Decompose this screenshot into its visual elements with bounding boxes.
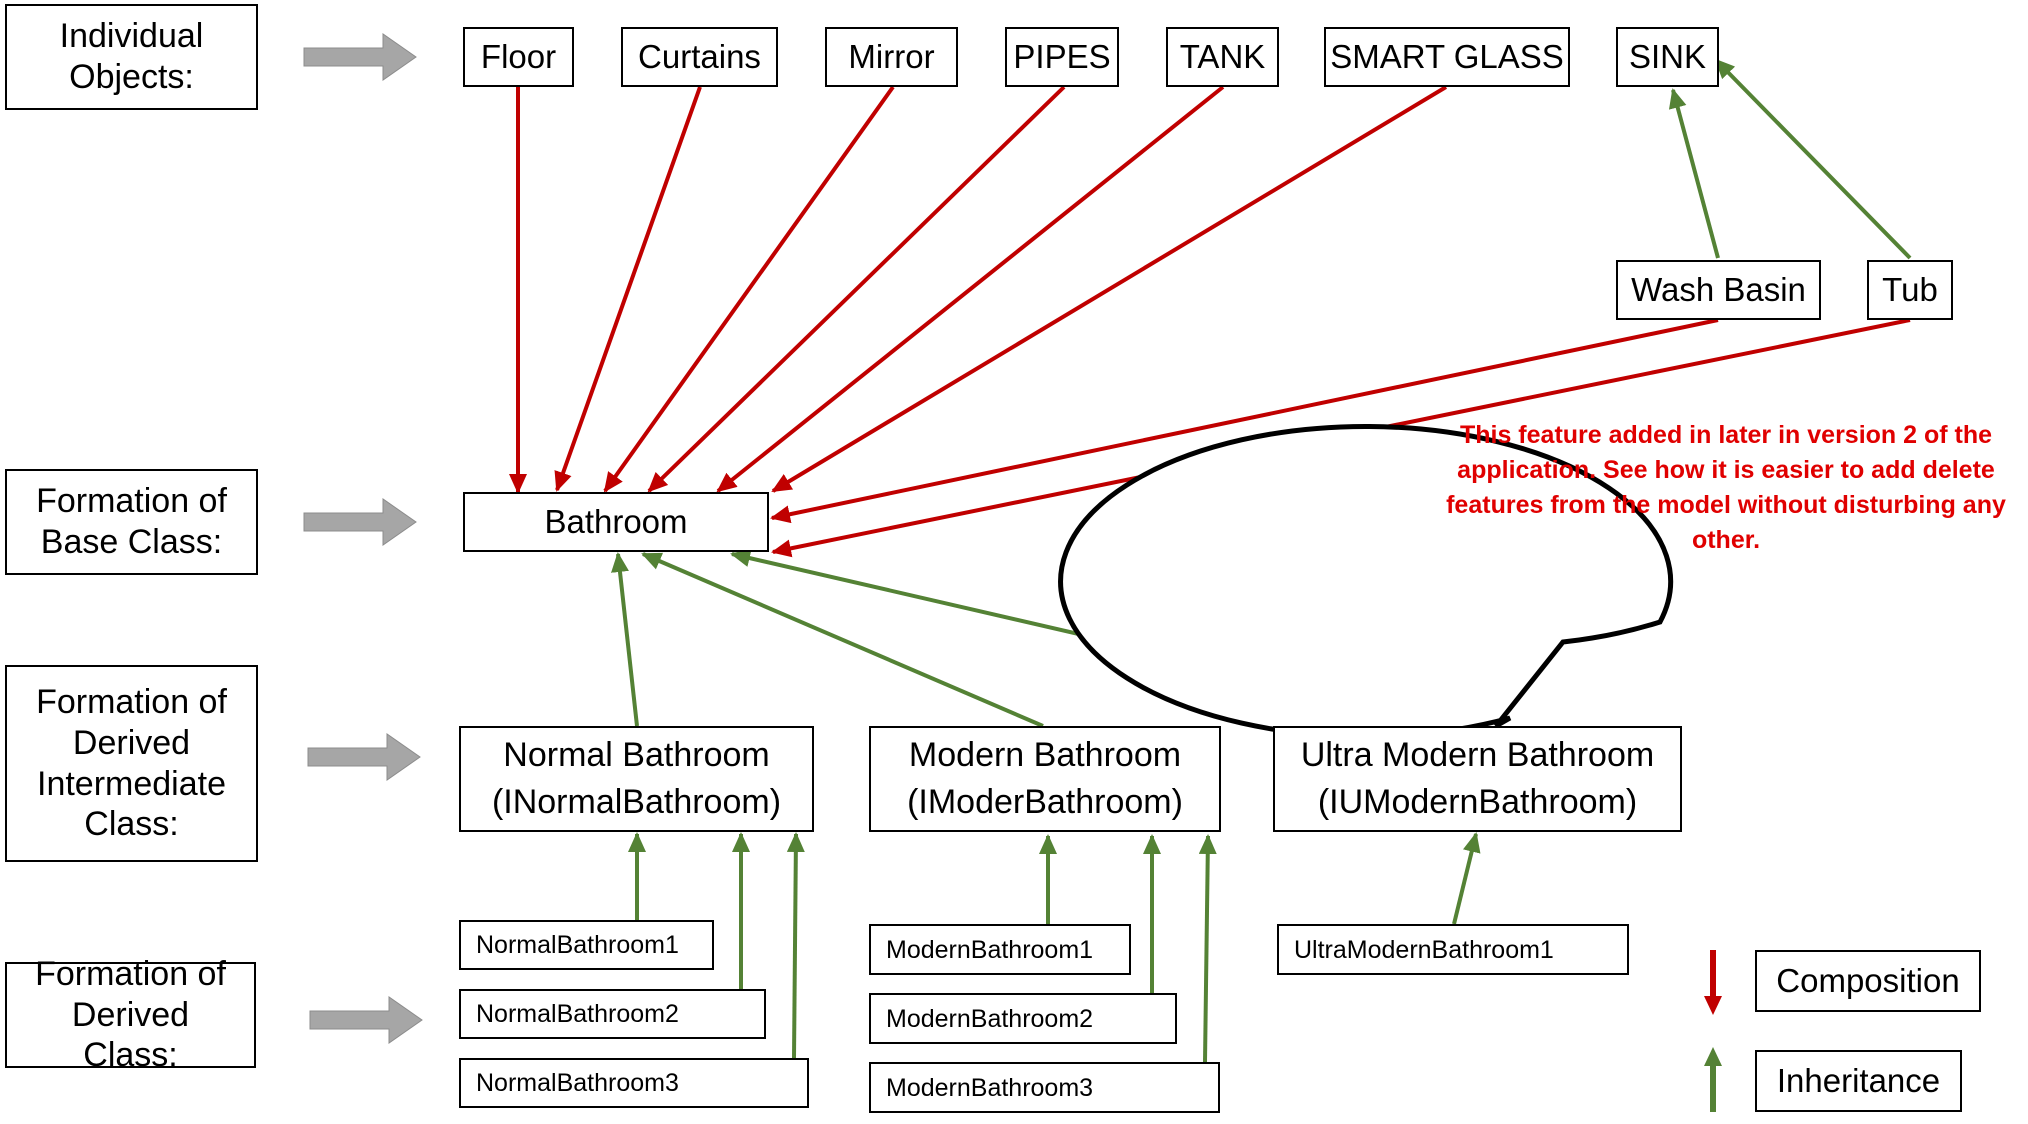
derived-ultra-modern-bathroom-1-label: UltraModernBathroom1 bbox=[1294, 935, 1554, 964]
inheritance-legend-arrow bbox=[1704, 1047, 1722, 1112]
base-class-bathroom: Bathroom bbox=[463, 492, 769, 552]
derived-normal-bathroom-1-label: NormalBathroom1 bbox=[476, 931, 679, 959]
intermediate-ultra-interface: (IUModernBathroom) bbox=[1317, 783, 1638, 821]
intermediate-modern-bathroom: Modern Bathroom (IModerBathroom) bbox=[869, 726, 1221, 832]
level-label-derived: Formation of Derived Class: bbox=[5, 955, 256, 1074]
object-curtains-label: Curtains bbox=[638, 38, 761, 76]
legend-inheritance-label: Inheritance bbox=[1776, 1062, 1941, 1100]
object-wash-basin: Wash Basin bbox=[1616, 260, 1821, 320]
inheritance-tub-to-sink bbox=[1714, 58, 1912, 260]
composition-pipes-to-bathroom bbox=[647, 85, 1066, 493]
object-sink: SINK bbox=[1616, 27, 1719, 87]
object-pipes: PIPES bbox=[1005, 27, 1119, 87]
level-label-intermediate-text: Formation of Derived Intermediate Class: bbox=[36, 682, 227, 844]
object-sink-label: SINK bbox=[1628, 38, 1707, 76]
derived-modern-bathroom-3: ModernBathroom3 bbox=[869, 1062, 1220, 1113]
inheritance-modern-to-bathroom bbox=[641, 552, 1044, 728]
derived-modern-bathroom-1: ModernBathroom1 bbox=[869, 924, 1131, 975]
level-label-base-text: Formation of Base Class: bbox=[36, 482, 227, 561]
composition-mirror-to-bathroom bbox=[603, 85, 895, 493]
level-arrow-base bbox=[303, 498, 417, 546]
composition-curtains-to-bathroom bbox=[554, 86, 702, 492]
derived-normal-bathroom-2: NormalBathroom2 bbox=[459, 989, 766, 1039]
composition-smartglass-to-bathroom bbox=[771, 85, 1448, 493]
level-label-intermediate: Formation of Derived Intermediate Class: bbox=[5, 665, 258, 862]
object-tank-label: TANK bbox=[1179, 38, 1266, 76]
object-pipes-label: PIPES bbox=[1013, 38, 1111, 76]
derived-normal-bathroom-3-label: NormalBathroom3 bbox=[476, 1069, 679, 1097]
object-floor-label: Floor bbox=[480, 38, 557, 76]
inheritance-normal3 bbox=[786, 832, 805, 1059]
derived-modern-bathroom-3-label: ModernBathroom3 bbox=[886, 1073, 1094, 1102]
object-tank: TANK bbox=[1166, 27, 1279, 87]
derived-normal-bathroom-2-label: NormalBathroom2 bbox=[476, 1000, 679, 1028]
inheritance-washbasin-to-sink bbox=[1668, 88, 1720, 259]
composition-tank-to-bathroom bbox=[716, 85, 1225, 493]
object-tub-label: Tub bbox=[1882, 271, 1938, 309]
derived-modern-bathroom-1-label: ModernBathroom1 bbox=[886, 935, 1094, 964]
object-smart-glass-label: SMART GLASS bbox=[1330, 38, 1564, 76]
object-tub: Tub bbox=[1867, 260, 1953, 320]
legend-composition: Composition bbox=[1755, 950, 1981, 1012]
base-class-bathroom-label: Bathroom bbox=[544, 503, 688, 541]
intermediate-ultra-title: Ultra Modern Bathroom bbox=[1300, 736, 1655, 775]
composition-washbasin-to-bathroom bbox=[770, 318, 1719, 524]
object-wash-basin-label: Wash Basin bbox=[1631, 271, 1806, 309]
object-mirror: Mirror bbox=[825, 27, 958, 87]
derived-ultra-modern-bathroom-1: UltraModernBathroom1 bbox=[1277, 924, 1629, 975]
inheritance-ultra1 bbox=[1452, 832, 1481, 925]
object-curtains: Curtains bbox=[621, 27, 778, 87]
intermediate-normal-title: Normal Bathroom bbox=[503, 736, 770, 775]
level-arrow-individual bbox=[303, 33, 417, 81]
level-arrow-intermediate bbox=[307, 733, 421, 781]
object-mirror-label: Mirror bbox=[848, 38, 935, 76]
derived-normal-bathroom-3: NormalBathroom3 bbox=[459, 1058, 809, 1108]
level-label-derived-text: Formation of Derived Class: bbox=[35, 954, 226, 1075]
legend-composition-label: Composition bbox=[1776, 962, 1960, 1000]
derived-modern-bathroom-2: ModernBathroom2 bbox=[869, 993, 1177, 1044]
intermediate-modern-interface: (IModerBathroom) bbox=[907, 783, 1183, 821]
intermediate-normal-interface: (INormalBathroom) bbox=[491, 783, 782, 821]
derived-normal-bathroom-1: NormalBathroom1 bbox=[459, 920, 714, 970]
intermediate-normal-bathroom: Normal Bathroom (INormalBathroom) bbox=[459, 726, 814, 832]
object-smart-glass: SMART GLASS bbox=[1324, 27, 1570, 87]
level-label-base: Formation of Base Class: bbox=[5, 469, 258, 575]
level-label-individual: Individual Objects: bbox=[5, 4, 258, 110]
callout-text: This feature added in later in version 2… bbox=[1446, 421, 2006, 554]
composition-legend-arrow bbox=[1704, 950, 1722, 1015]
intermediate-ultra-modern-bathroom: Ultra Modern Bathroom (IUModernBathroom) bbox=[1273, 726, 1682, 832]
intermediate-modern-title: Modern Bathroom bbox=[908, 736, 1182, 775]
level-label-individual-text: Individual Objects: bbox=[59, 17, 204, 96]
legend-inheritance: Inheritance bbox=[1755, 1050, 1962, 1112]
derived-modern-bathroom-2-label: ModernBathroom2 bbox=[886, 1004, 1094, 1033]
level-arrow-derived bbox=[309, 996, 423, 1044]
inheritance-modern3 bbox=[1198, 834, 1217, 1063]
object-floor: Floor bbox=[463, 27, 574, 87]
inheritance-normal-to-bathroom bbox=[611, 552, 639, 727]
